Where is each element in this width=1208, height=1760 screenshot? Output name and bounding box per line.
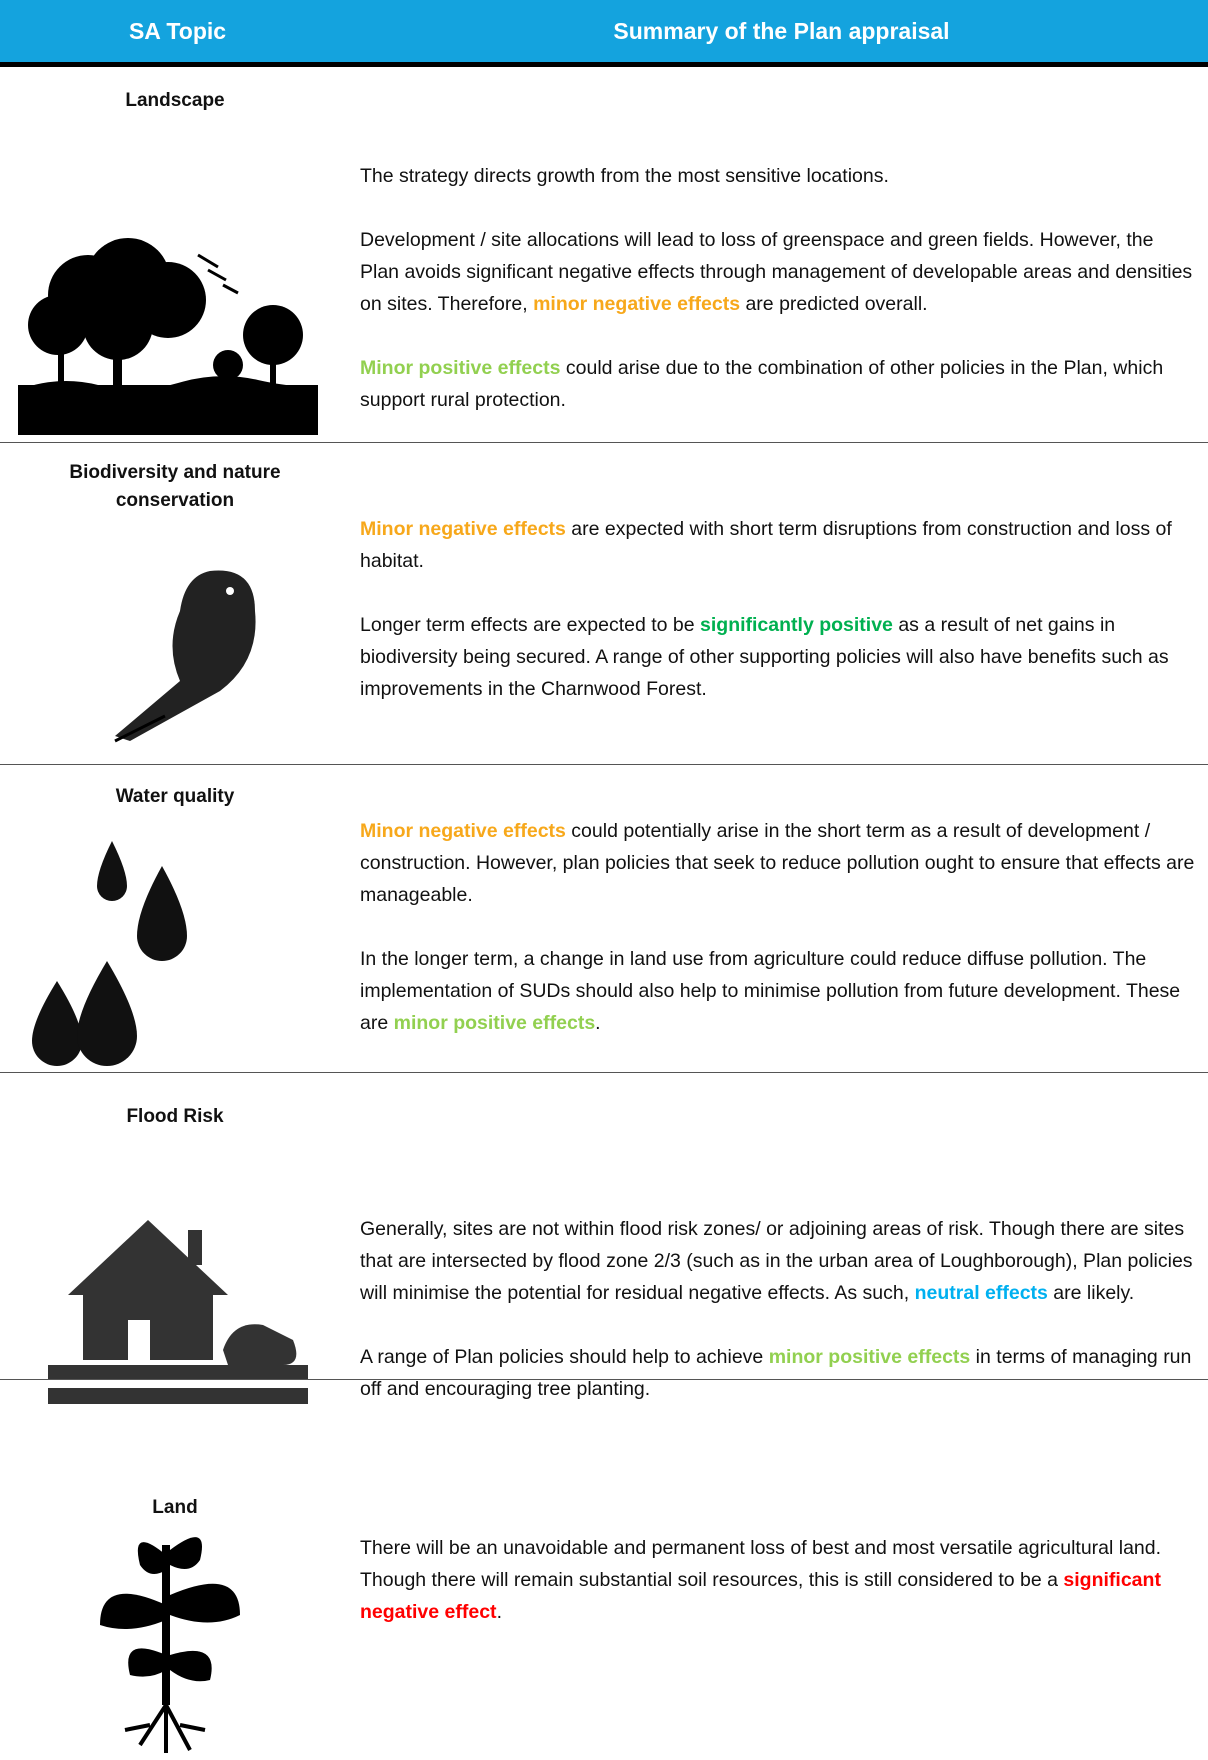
summary-text: Minor negative effects are expected with…	[360, 513, 1195, 737]
paragraph: Minor positive effects could arise due t…	[360, 352, 1195, 416]
topic-icon	[18, 225, 318, 440]
table-header: SA Topic Summary of the Plan appraisal	[0, 0, 1208, 67]
column-header: Summary of the Plan appraisal	[355, 0, 1208, 62]
table-row: Biodiversity and nature conservation Mino…	[0, 443, 1208, 765]
text-run: A range of Plan policies should help to …	[360, 1346, 769, 1368]
summary-text: There will be an unavoidable and permane…	[360, 1532, 1195, 1660]
paragraph: In the longer term, a change in land use…	[360, 943, 1195, 1039]
table-row: Land There will be an unavoidable and per…	[0, 1380, 1208, 1751]
paragraph: The strategy directs growth from the mos…	[360, 160, 1195, 192]
topic-icon	[22, 841, 252, 1076]
text-run: The strategy directs growth from the mos…	[360, 165, 889, 187]
topic-label: Flood Risk	[20, 1103, 330, 1131]
topic-label: Landscape	[20, 87, 330, 115]
topic-label: Biodiversity and nature conservation	[20, 459, 330, 515]
text-run: .	[595, 1012, 600, 1034]
page: SA Topic Summary of the Plan appraisal L…	[0, 0, 1208, 1751]
table-row: Water quality Minor negative effects coul…	[0, 765, 1208, 1073]
paragraph: There will be an unavoidable and permane…	[360, 1532, 1195, 1628]
effect-highlight: minor negative effects	[533, 293, 740, 315]
text-run: are likely.	[1048, 1282, 1134, 1304]
effect-highlight: significantly positive	[700, 614, 893, 636]
effect-highlight: minor positive effects	[394, 1012, 596, 1034]
effect-highlight: minor positive effects	[769, 1346, 971, 1368]
effect-highlight: Minor negative effects	[360, 518, 566, 540]
topic-label: Water quality	[20, 783, 330, 811]
paragraph: Minor negative effects could potentially…	[360, 815, 1195, 911]
effect-highlight: Minor negative effects	[360, 820, 566, 842]
column-header: SA Topic	[0, 0, 355, 62]
table-row: Landscape The strategy directs growth fro…	[0, 67, 1208, 443]
paragraph: Development / site allocations will lead…	[360, 224, 1195, 320]
table-row: Flood Risk Generally, sites are not withi…	[0, 1073, 1208, 1380]
paragraph: Generally, sites are not within flood ri…	[360, 1213, 1195, 1309]
effect-highlight: neutral effects	[915, 1282, 1048, 1304]
summary-text: Minor negative effects could potentially…	[360, 815, 1195, 1071]
paragraph: Longer term effects are expected to be s…	[360, 609, 1195, 705]
text-run: .	[497, 1601, 502, 1623]
effect-highlight: Minor positive effects	[360, 357, 560, 379]
topic-icon	[70, 551, 300, 756]
text-run: There will be an unavoidable and permane…	[360, 1537, 1161, 1591]
text-run: Longer term effects are expected to be	[360, 614, 700, 636]
text-run: are predicted overall.	[740, 293, 928, 315]
topic-label: Land	[20, 1494, 330, 1522]
topic-icon	[80, 1525, 250, 1760]
paragraph: Minor negative effects are expected with…	[360, 513, 1195, 577]
summary-text: The strategy directs growth from the mos…	[360, 160, 1195, 448]
